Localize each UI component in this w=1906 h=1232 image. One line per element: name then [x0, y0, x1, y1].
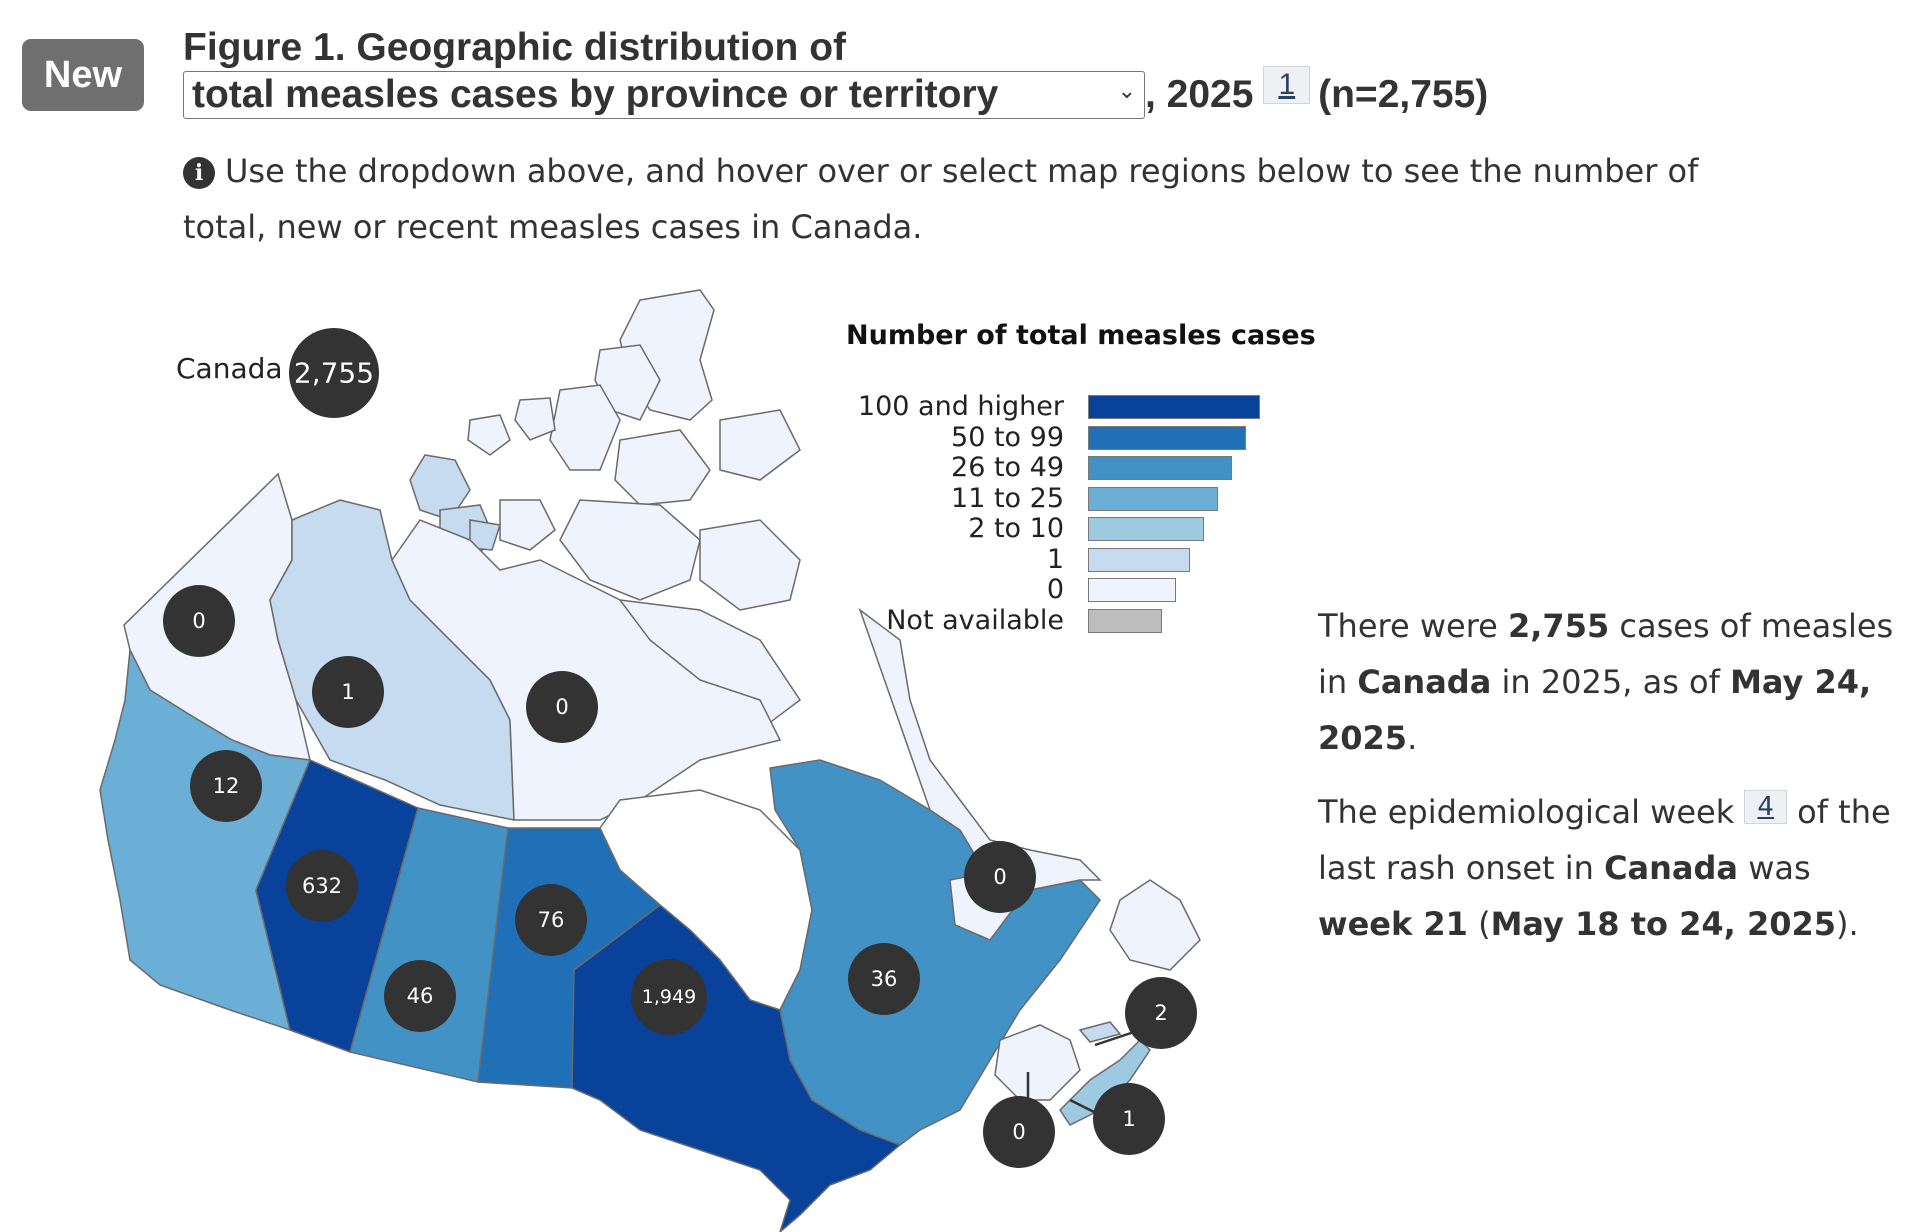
- value-bubble-circle: [190, 750, 262, 822]
- value-bubble[interactable]: 0: [163, 585, 235, 657]
- canada-total-value: 2,755: [294, 357, 374, 390]
- region-bubbles: 0 1 0 12 632 46 76 1,949 36 0 2 1 0: [163, 585, 1197, 1168]
- legend-row: 50 to 99: [830, 421, 1270, 453]
- value-bubble[interactable]: 2: [1125, 977, 1197, 1049]
- value-bubble-label: 0: [192, 609, 205, 633]
- summary-total-paragraph: There were 2,755 cases of measles in Can…: [1318, 607, 1894, 757]
- legend-swatch: [1088, 578, 1176, 602]
- footnote-1-link[interactable]: 1: [1263, 66, 1311, 104]
- legend-row: 0: [830, 575, 1270, 605]
- footnote-4-link[interactable]: 4: [1744, 790, 1787, 824]
- summary-as-of-date: May 24, 2025: [1318, 663, 1872, 757]
- value-bubble[interactable]: 1: [312, 656, 384, 728]
- figure-n-label: (n=2,755): [1318, 73, 1489, 116]
- legend-label: 11 to 25: [951, 482, 1064, 514]
- summary-week: week 21: [1318, 905, 1468, 943]
- legend-label: 100 and higher: [857, 391, 1064, 422]
- value-bubble-label: 1: [341, 680, 354, 704]
- value-bubble-circle: [848, 943, 920, 1015]
- region-prince-edward-island[interactable]: [1078, 1021, 1122, 1043]
- legend-row: Not available: [830, 604, 1270, 636]
- summary-week-range: May 18 to 24, 2025: [1490, 905, 1837, 943]
- measure-dropdown[interactable]: total measles cases by province or terri…: [183, 71, 1145, 119]
- legend-label: 1: [1046, 543, 1064, 575]
- info-text: Use the dropdown above, and hover over o…: [183, 152, 1699, 246]
- value-bubble[interactable]: 76: [515, 884, 587, 956]
- summary-total-count: 2,755: [1508, 607, 1610, 645]
- value-bubble-circle: [1125, 977, 1197, 1049]
- legend-title: Number of total measles cases: [846, 320, 1316, 351]
- value-bubble-label: 0: [993, 865, 1006, 889]
- value-bubble-label: 36: [871, 967, 898, 991]
- value-bubble[interactable]: 1: [1093, 1083, 1165, 1155]
- canada-label: Canada: [176, 352, 283, 385]
- figure-year: , 2025: [1145, 73, 1254, 116]
- legend-row: 11 to 25: [830, 482, 1270, 514]
- value-bubble-circle: [163, 585, 235, 657]
- value-bubble[interactable]: 46: [384, 960, 456, 1032]
- value-bubble[interactable]: 12: [190, 750, 262, 822]
- info-icon: i: [183, 157, 215, 189]
- value-bubble-circle: [526, 671, 598, 743]
- legend-swatch: [1088, 486, 1218, 511]
- value-bubble-circle: [384, 960, 456, 1032]
- value-bubble-circle: [631, 959, 707, 1035]
- legend-swatch: [1088, 395, 1260, 419]
- dropdown-value: total measles cases by province or terri…: [192, 73, 999, 116]
- legend-row: 2 to 10: [830, 514, 1270, 544]
- legend-swatch: [1088, 517, 1204, 541]
- value-bubble[interactable]: 36: [848, 943, 920, 1015]
- legend-swatch: [1088, 456, 1232, 480]
- legend-row: 100 and higher: [830, 392, 1270, 422]
- info-note: i Use the dropdown above, and hover over …: [183, 143, 1763, 255]
- region-british-columbia[interactable]: [99, 647, 312, 1032]
- legend-swatch: [1088, 547, 1190, 572]
- value-bubble-label: 0: [1012, 1120, 1025, 1144]
- canada-map: 2,755: [99, 289, 1201, 1232]
- value-bubble-circle: [286, 850, 358, 922]
- legend-label: 0: [1046, 574, 1064, 605]
- value-bubble-label: 632: [302, 874, 342, 898]
- summary-panel: There were 2,755 cases of measles in Can…: [1318, 598, 1898, 970]
- value-bubble-label: 12: [213, 774, 240, 798]
- value-bubble-circle: [983, 1096, 1055, 1168]
- new-badge: New: [22, 39, 144, 111]
- figure-title-line2: total measles cases by province or terri…: [183, 66, 1489, 120]
- value-bubble[interactable]: 0: [983, 1096, 1055, 1168]
- summary-week-paragraph: The epidemiological week 4 of the last r…: [1318, 790, 1891, 943]
- value-bubble-label: 1: [1122, 1107, 1135, 1131]
- value-bubble-label: 1,949: [642, 986, 696, 1008]
- value-bubble-label: 2: [1154, 1001, 1167, 1025]
- legend-row: 26 to 49: [830, 453, 1270, 483]
- value-bubble-label: 76: [538, 908, 565, 932]
- region-nunavut[interactable]: [391, 519, 782, 821]
- legend-label: 2 to 10: [968, 513, 1064, 544]
- canada-total-bubble: 2,755: [289, 328, 379, 418]
- value-bubble[interactable]: 1,949: [631, 959, 707, 1035]
- value-bubble-circle: [1093, 1083, 1165, 1155]
- legend-row: 1: [830, 543, 1270, 575]
- value-bubble-circle: [312, 656, 384, 728]
- value-bubble[interactable]: 0: [964, 841, 1036, 913]
- legend-label: Not available: [886, 604, 1064, 636]
- value-bubble[interactable]: 0: [526, 671, 598, 743]
- value-bubble-circle: [964, 841, 1036, 913]
- legend-swatch: [1088, 425, 1246, 450]
- region-nova-scotia[interactable]: [1059, 1038, 1151, 1126]
- chevron-down-icon: ⌄: [1117, 78, 1136, 103]
- value-bubble-label: 0: [555, 695, 568, 719]
- legend-label: 50 to 99: [951, 421, 1064, 453]
- legend-label: 26 to 49: [951, 452, 1064, 483]
- value-bubble[interactable]: 632: [286, 850, 358, 922]
- region-new-brunswick[interactable]: [994, 1024, 1081, 1101]
- value-bubble-circle: [515, 884, 587, 956]
- legend-swatch: [1088, 608, 1162, 633]
- value-bubble-label: 46: [407, 984, 434, 1008]
- figure-title: Figure 1. Geographic distribution of: [183, 26, 847, 69]
